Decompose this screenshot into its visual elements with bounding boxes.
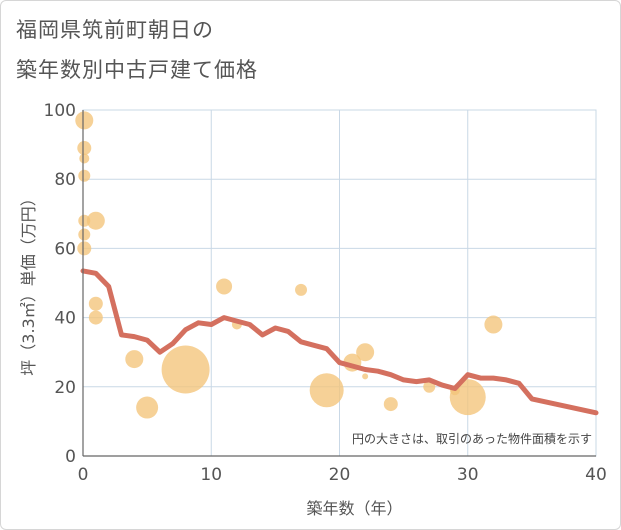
data-bubble bbox=[88, 310, 103, 325]
y-tick-label: 60 bbox=[54, 239, 76, 259]
x-tick-label: 40 bbox=[585, 465, 607, 485]
x-tick-label: 0 bbox=[78, 465, 89, 485]
y-tick-label: 20 bbox=[54, 378, 76, 398]
data-bubble bbox=[449, 379, 486, 416]
data-bubble bbox=[77, 141, 92, 156]
x-tick-label: 20 bbox=[329, 465, 351, 485]
data-bubble bbox=[484, 315, 503, 334]
data-bubble bbox=[125, 350, 144, 369]
x-axis-title: 築年数（年） bbox=[306, 499, 402, 518]
data-bubble bbox=[78, 214, 91, 227]
chart-title-line1: 福岡県筑前町朝日の bbox=[16, 18, 214, 42]
data-bubble bbox=[309, 373, 344, 408]
data-bubble bbox=[75, 111, 94, 130]
data-bubble bbox=[79, 153, 90, 164]
data-bubble bbox=[161, 345, 210, 394]
data-bubble bbox=[136, 396, 159, 419]
x-tick-label: 10 bbox=[200, 465, 222, 485]
chart-title-line2: 築年数別中古戸建て価格 bbox=[16, 58, 258, 82]
data-bubble bbox=[356, 343, 375, 362]
data-bubble bbox=[216, 278, 233, 295]
data-bubble bbox=[77, 241, 92, 256]
data-bubble bbox=[295, 283, 308, 296]
data-bubble bbox=[78, 228, 91, 241]
y-axis-title: 坪（3.3㎡）単価（万円） bbox=[19, 190, 38, 375]
data-bubble bbox=[362, 373, 369, 380]
y-tick-label: 0 bbox=[65, 447, 76, 467]
y-tick-label: 80 bbox=[54, 170, 76, 190]
y-tick-label: 40 bbox=[54, 309, 76, 329]
data-bubble bbox=[383, 397, 398, 412]
y-tick-label: 100 bbox=[44, 101, 76, 121]
size-legend-note: 円の大きさは、取引のあった物件面積を示す bbox=[352, 431, 592, 446]
x-tick-label: 30 bbox=[457, 465, 479, 485]
data-bubble bbox=[78, 169, 91, 182]
data-bubble bbox=[88, 296, 103, 311]
data-bubble bbox=[86, 211, 105, 230]
trend-line bbox=[80, 268, 599, 416]
